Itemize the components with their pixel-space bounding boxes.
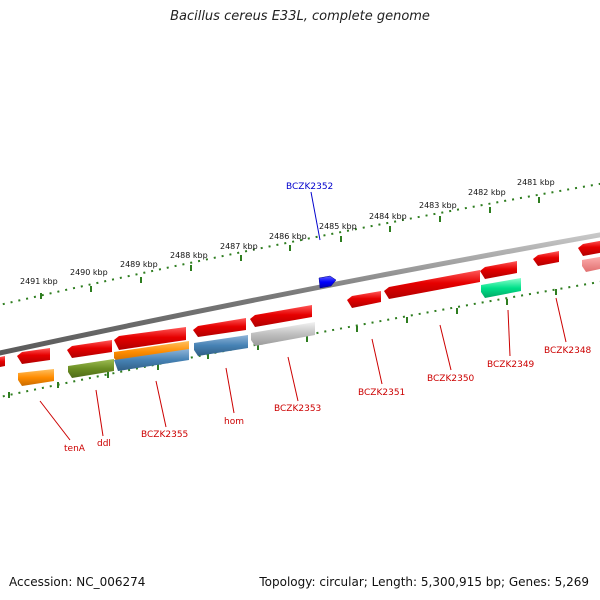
red-gene-arrows xyxy=(0,240,600,368)
map-title: Bacillus cereus E33L, complete genome xyxy=(170,9,430,24)
gene-label-BCZK2353[interactable]: BCZK2353 xyxy=(274,404,321,414)
leader-BCZK2348 xyxy=(555,297,567,343)
scale-label: 2482 kbp xyxy=(468,188,506,197)
gene-hom-arrow[interactable] xyxy=(194,335,248,356)
gene-arrow[interactable] xyxy=(384,270,480,299)
gene-arrow[interactable] xyxy=(347,291,381,308)
scale-label: 2485 kbp xyxy=(319,222,357,231)
leader-tenA xyxy=(39,400,71,441)
gene-BCZK2353-arrow[interactable] xyxy=(251,322,315,346)
gene-arrow[interactable] xyxy=(17,348,50,364)
leader-BCZK2351 xyxy=(371,338,383,385)
gene-BCZK2352-arrow[interactable] xyxy=(318,275,337,289)
genome-backbone xyxy=(0,232,600,356)
gene-label-hom[interactable]: hom xyxy=(224,417,244,427)
scale-label: 2490 kbp xyxy=(70,268,108,277)
scale-label: 2489 kbp xyxy=(120,260,158,269)
scale-label: 2487 kbp xyxy=(220,242,258,251)
gene-right-edge-light-arrow[interactable] xyxy=(582,256,600,272)
gene-arrow[interactable] xyxy=(114,327,186,350)
gene-label-BCZK2349[interactable]: BCZK2349 xyxy=(487,360,535,370)
gene-label-BCZK2350[interactable]: BCZK2350 xyxy=(427,374,475,384)
leader-BCZK2352 xyxy=(310,191,321,241)
leader-BCZK2350 xyxy=(439,324,452,371)
scale-label: 2491 kbp xyxy=(20,277,58,286)
gene-BCZK2355-lower-arrow[interactable] xyxy=(114,349,189,371)
gene-ddl-arrow[interactable] xyxy=(68,359,114,378)
scale-label: 2481 kbp xyxy=(517,178,555,187)
leader-hom xyxy=(225,367,235,414)
gene-arrow-left-edge[interactable] xyxy=(0,356,5,368)
scale-labels: 2491 kbp 2490 kbp 2489 kbp 2488 kbp 2487… xyxy=(20,178,555,286)
gene-label-BCZK2348[interactable]: BCZK2348 xyxy=(544,346,592,356)
leader-BCZK2355 xyxy=(155,380,167,428)
gene-label-BCZK2352[interactable]: BCZK2352 xyxy=(286,182,333,192)
inner-scale-dots xyxy=(0,280,600,398)
scale-label: 2484 kbp xyxy=(369,212,407,221)
gene-arrow[interactable] xyxy=(250,305,312,327)
outer-scale-major-ticks xyxy=(40,197,540,299)
leader-ddl xyxy=(95,389,104,437)
scale-label: 2488 kbp xyxy=(170,251,208,260)
gene-label-BCZK2355[interactable]: BCZK2355 xyxy=(141,430,188,440)
gene-arrow[interactable] xyxy=(533,251,559,266)
gene-BCZK2349-arrow[interactable] xyxy=(481,278,521,298)
scale-label: 2486 kbp xyxy=(269,232,307,241)
gene-arrow[interactable] xyxy=(193,318,246,337)
gene-tenA-arrow[interactable] xyxy=(18,369,54,386)
accession-text: Accession: NC_006274 xyxy=(9,575,146,589)
leader-BCZK2353 xyxy=(287,356,299,402)
gene-label-ddl[interactable]: ddl xyxy=(97,439,111,449)
inner-scale-major-ticks xyxy=(8,289,557,398)
gene-label-tenA[interactable]: tenA xyxy=(64,444,86,454)
genome-summary-text: Topology: circular; Length: 5,300,915 bp… xyxy=(259,575,589,589)
leader-BCZK2349 xyxy=(507,309,511,357)
gene-arrow-right-edge[interactable] xyxy=(578,240,600,256)
label-leader-lines xyxy=(39,191,567,441)
gene-label-BCZK2351[interactable]: BCZK2351 xyxy=(358,388,405,398)
gene-arrow[interactable] xyxy=(480,261,517,279)
scale-label: 2483 kbp xyxy=(419,201,457,210)
gene-arrow[interactable] xyxy=(67,340,112,358)
